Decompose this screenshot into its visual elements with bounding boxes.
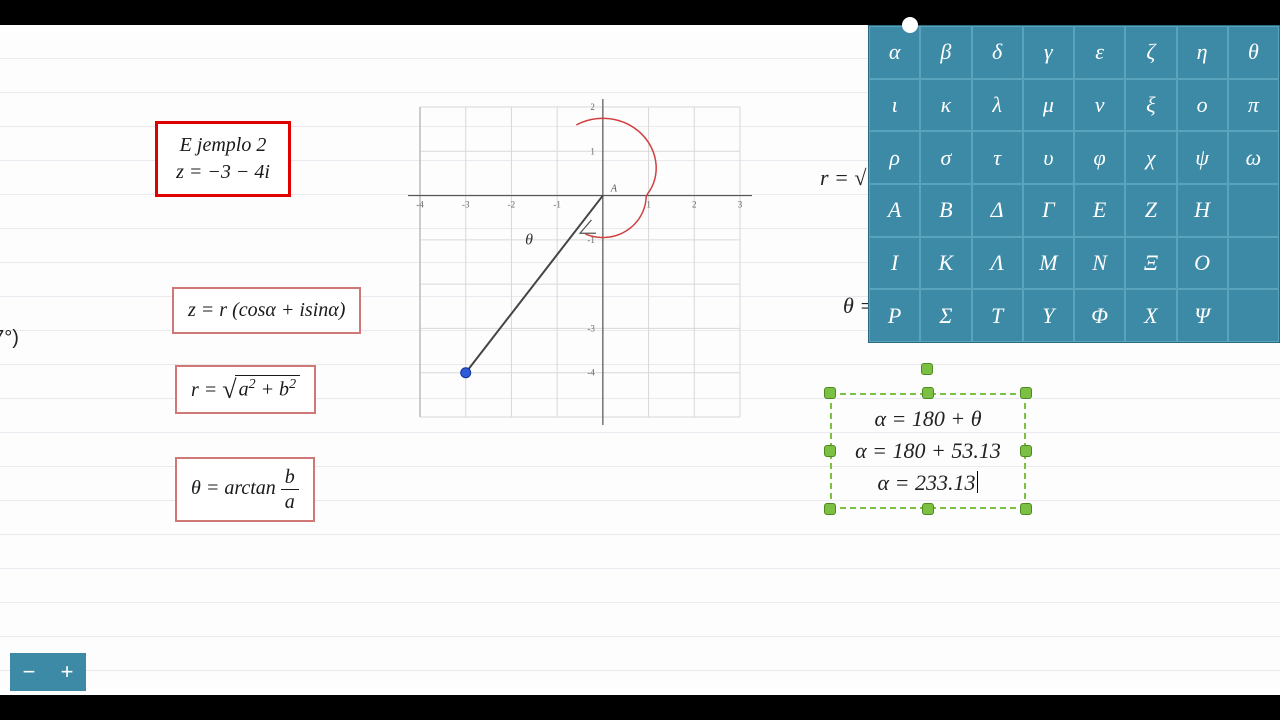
svg-text:-3: -3 bbox=[587, 323, 595, 333]
greek-Ρ[interactable]: Ρ bbox=[869, 289, 920, 342]
alpha-calc-text[interactable]: α = 180 + θ α = 180 + 53.13 α = 233.13 bbox=[830, 393, 1026, 509]
greek-κ[interactable]: κ bbox=[920, 79, 971, 132]
text-caret bbox=[977, 471, 978, 493]
handle-e[interactable] bbox=[1020, 445, 1032, 457]
greek-ε[interactable]: ε bbox=[1074, 26, 1125, 79]
greek-ν[interactable]: ν bbox=[1074, 79, 1125, 132]
zoom-out-button[interactable]: − bbox=[10, 653, 48, 691]
polar-form-box[interactable]: z = r (cosα + isinα) bbox=[172, 287, 361, 334]
handle-s[interactable] bbox=[922, 503, 934, 515]
greek-Α[interactable]: Α bbox=[869, 184, 920, 237]
greek-Ζ[interactable]: Ζ bbox=[1125, 184, 1176, 237]
greek-Υ[interactable]: Υ bbox=[1023, 289, 1074, 342]
svg-text:2: 2 bbox=[590, 102, 595, 112]
modulus-box[interactable]: r = √a2 + b2 bbox=[175, 365, 316, 414]
greek-ο[interactable]: ο bbox=[1177, 79, 1228, 132]
svg-text:1: 1 bbox=[646, 200, 651, 210]
coordinate-plot[interactable]: -4-3-2-112321-1-3-4Aθ bbox=[405, 97, 755, 427]
handle-se[interactable] bbox=[1020, 503, 1032, 515]
greek-blank[interactable] bbox=[1228, 289, 1279, 342]
greek-π[interactable]: π bbox=[1228, 79, 1279, 132]
greek-ψ[interactable]: ψ bbox=[1177, 131, 1228, 184]
greek-λ[interactable]: λ bbox=[972, 79, 1023, 132]
example-expr: z = −3 − 4i bbox=[172, 159, 274, 186]
greek-Ο[interactable]: Ο bbox=[1177, 237, 1228, 290]
greek-χ[interactable]: χ bbox=[1125, 131, 1176, 184]
greek-Ι[interactable]: Ι bbox=[869, 237, 920, 290]
greek-υ[interactable]: υ bbox=[1023, 131, 1074, 184]
greek-γ[interactable]: γ bbox=[1023, 26, 1074, 79]
greek-Ψ[interactable]: Ψ bbox=[1177, 289, 1228, 342]
greek-Μ[interactable]: Μ bbox=[1023, 237, 1074, 290]
greek-ρ[interactable]: ρ bbox=[869, 131, 920, 184]
greek-grid: αβδγεζηθ ικλμνξοπ ρστυφχψω ΑΒΔΓΕΖΗ ΙΚΛΜΝΞΟ ΡΣ… bbox=[869, 26, 1279, 342]
svg-text:A: A bbox=[610, 184, 618, 195]
greek-ω[interactable]: ω bbox=[1228, 131, 1279, 184]
greek-ι[interactable]: ι bbox=[869, 79, 920, 132]
side-r-eq: r = √ bbox=[820, 165, 866, 191]
greek-η[interactable]: η bbox=[1177, 26, 1228, 79]
greek-Ξ[interactable]: Ξ bbox=[1125, 237, 1176, 290]
theta-box[interactable]: θ = arctan b a bbox=[175, 457, 315, 522]
svg-text:1: 1 bbox=[590, 146, 595, 156]
theta-expr: θ = arctan b a bbox=[191, 467, 299, 512]
zoom-in-button[interactable]: + bbox=[48, 653, 86, 691]
example-title: E jemplo 2 bbox=[172, 132, 274, 159]
greek-Β[interactable]: Β bbox=[920, 184, 971, 237]
svg-text:θ: θ bbox=[525, 231, 533, 248]
greek-δ[interactable]: δ bbox=[972, 26, 1023, 79]
alpha-line-1: α = 180 + θ bbox=[848, 403, 1008, 435]
greek-β[interactable]: β bbox=[920, 26, 971, 79]
greek-blank[interactable] bbox=[1228, 237, 1279, 290]
svg-text:-3: -3 bbox=[462, 200, 470, 210]
letterbox-bottom bbox=[0, 695, 1280, 720]
panel-hint-dot bbox=[902, 17, 918, 33]
greek-σ[interactable]: σ bbox=[920, 131, 971, 184]
greek-ξ[interactable]: ξ bbox=[1125, 79, 1176, 132]
handle-w[interactable] bbox=[824, 445, 836, 457]
greek-τ[interactable]: τ bbox=[972, 131, 1023, 184]
workspace[interactable]: 37°) E jemplo 2 z = −3 − 4i z = r (cosα … bbox=[0, 25, 1280, 695]
handle-n[interactable] bbox=[922, 387, 934, 399]
svg-text:-4: -4 bbox=[416, 200, 424, 210]
svg-text:-1: -1 bbox=[553, 200, 561, 210]
greek-θ[interactable]: θ bbox=[1228, 26, 1279, 79]
float-handle[interactable] bbox=[921, 363, 933, 375]
greek-Τ[interactable]: Τ bbox=[972, 289, 1023, 342]
clipped-text-left: 37°) bbox=[0, 327, 19, 350]
greek-α[interactable]: α bbox=[869, 26, 920, 79]
svg-text:3: 3 bbox=[738, 200, 743, 210]
alpha-calc-content[interactable]: α = 180 + θ α = 180 + 53.13 α = 233.13 bbox=[830, 393, 1026, 509]
handle-nw[interactable] bbox=[824, 387, 836, 399]
greek-μ[interactable]: μ bbox=[1023, 79, 1074, 132]
modulus-expr: r = √a2 + b2 bbox=[191, 375, 300, 404]
greek-ζ[interactable]: ζ bbox=[1125, 26, 1176, 79]
greek-symbol-panel: αβδγεζηθ ικλμνξοπ ρστυφχψω ΑΒΔΓΕΖΗ ΙΚΛΜΝΞΟ ΡΣ… bbox=[868, 25, 1280, 343]
example-box[interactable]: E jemplo 2 z = −3 − 4i bbox=[155, 121, 291, 197]
handle-sw[interactable] bbox=[824, 503, 836, 515]
greek-Ν[interactable]: Ν bbox=[1074, 237, 1125, 290]
zoom-control: − + bbox=[10, 653, 86, 691]
svg-text:-2: -2 bbox=[508, 200, 516, 210]
greek-Χ[interactable]: Χ bbox=[1125, 289, 1176, 342]
svg-text:-4: -4 bbox=[587, 368, 595, 378]
letterbox-top bbox=[0, 0, 1280, 25]
greek-Κ[interactable]: Κ bbox=[920, 237, 971, 290]
polar-expr: z = r (cosα + isinα) bbox=[188, 297, 345, 324]
handle-ne[interactable] bbox=[1020, 387, 1032, 399]
greek-Φ[interactable]: Φ bbox=[1074, 289, 1125, 342]
greek-Δ[interactable]: Δ bbox=[972, 184, 1023, 237]
greek-blank[interactable] bbox=[1228, 184, 1279, 237]
greek-Η[interactable]: Η bbox=[1177, 184, 1228, 237]
greek-Ε[interactable]: Ε bbox=[1074, 184, 1125, 237]
alpha-line-2: α = 180 + 53.13 bbox=[848, 435, 1008, 467]
greek-Γ[interactable]: Γ bbox=[1023, 184, 1074, 237]
greek-Σ[interactable]: Σ bbox=[920, 289, 971, 342]
greek-Λ[interactable]: Λ bbox=[972, 237, 1023, 290]
greek-φ[interactable]: φ bbox=[1074, 131, 1125, 184]
svg-text:2: 2 bbox=[692, 200, 697, 210]
alpha-line-3: α = 233.13 bbox=[848, 467, 1008, 499]
